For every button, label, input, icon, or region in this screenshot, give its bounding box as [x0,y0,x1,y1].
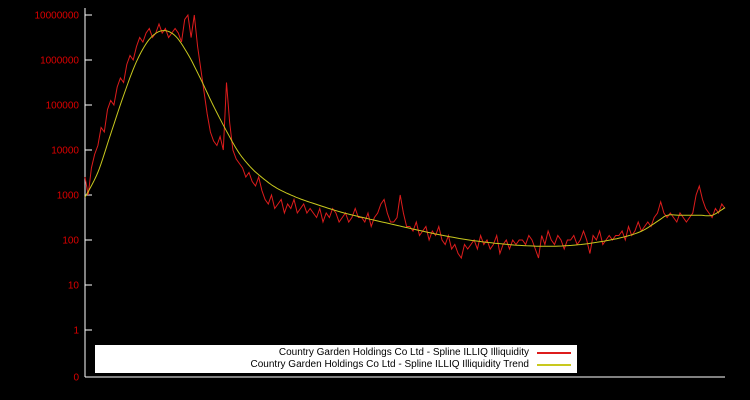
y-axis-tick-label: 10000000 [35,11,80,22]
legend: Country Garden Holdings Co Ltd - Spline … [95,345,577,373]
illiq-series-line [84,13,726,260]
legend-entry-illiq: Country Garden Holdings Co Ltd - Spline … [101,347,571,359]
y-axis-tick-label: 0 [73,373,79,384]
trend-series-line [84,30,726,247]
y-axis-tick-label: 100 [62,236,79,247]
legend-line-sample-trend [537,364,571,366]
legend-label-trend: Country Garden Holdings Co Ltd - Spline … [250,359,529,370]
legend-entry-trend: Country Garden Holdings Co Ltd - Spline … [101,359,571,371]
y-axis-tick-label: 1000000 [40,56,79,67]
y-axis-tick-label: 100000 [46,101,80,112]
y-axis-tick-label: 1000 [57,191,80,202]
legend-line-sample-illiq [537,352,571,354]
y-axis-tick-label: 1 [73,326,79,337]
y-axis-tick-label: 10 [68,281,80,292]
legend-label-illiq: Country Garden Holdings Co Ltd - Spline … [278,347,529,358]
y-axis-tick-label: 10000 [51,146,79,157]
